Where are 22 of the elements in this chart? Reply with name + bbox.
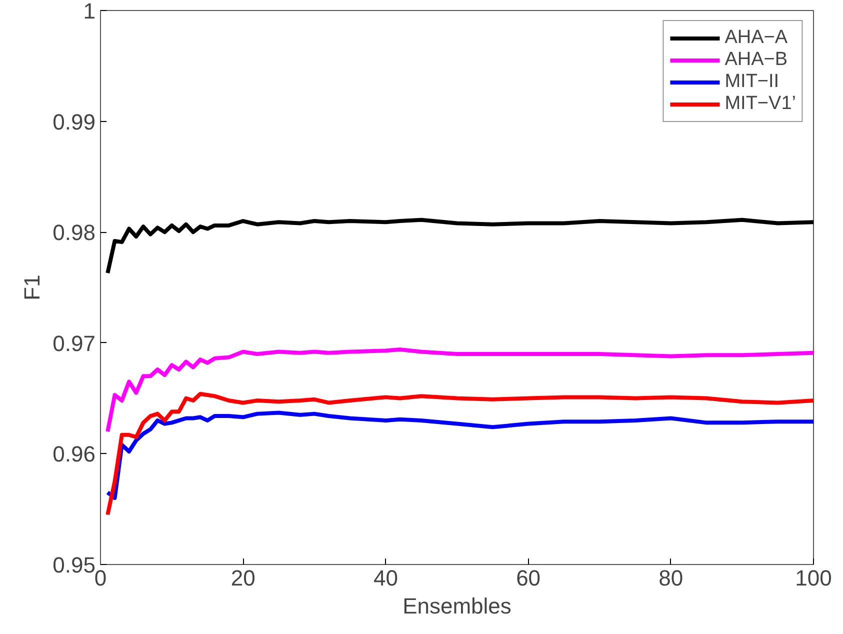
line-series [106, 218, 814, 276]
x-tick-label: 20 [230, 566, 256, 590]
legend-label: AHA−A [724, 27, 788, 49]
y-tick-label: 0.99 [52, 109, 96, 134]
x-tick-label: 80 [658, 566, 684, 590]
y-tick-label: 0.98 [52, 220, 96, 246]
legend-label: MIT−V1’ [724, 93, 796, 115]
x-axis-title: Ensembles [402, 594, 512, 618]
y-axis-title: F1 [20, 274, 45, 300]
x-tick-label: 0 [94, 566, 107, 590]
x-tick-label: 60 [516, 566, 541, 590]
line-series [106, 392, 814, 517]
y-tick-label: 0.97 [52, 330, 96, 356]
x-tick-label: 100 [795, 566, 832, 590]
y-tick-label: 0.96 [52, 442, 96, 467]
legend-label: MIT−II [724, 71, 780, 93]
line-series [106, 348, 814, 434]
legend-label: AHA−B [724, 49, 788, 71]
y-tick-label: 0.95 [52, 552, 96, 578]
y-tick-label: 1 [83, 0, 96, 24]
x-tick-label: 40 [373, 566, 398, 590]
line-series [106, 410, 814, 500]
